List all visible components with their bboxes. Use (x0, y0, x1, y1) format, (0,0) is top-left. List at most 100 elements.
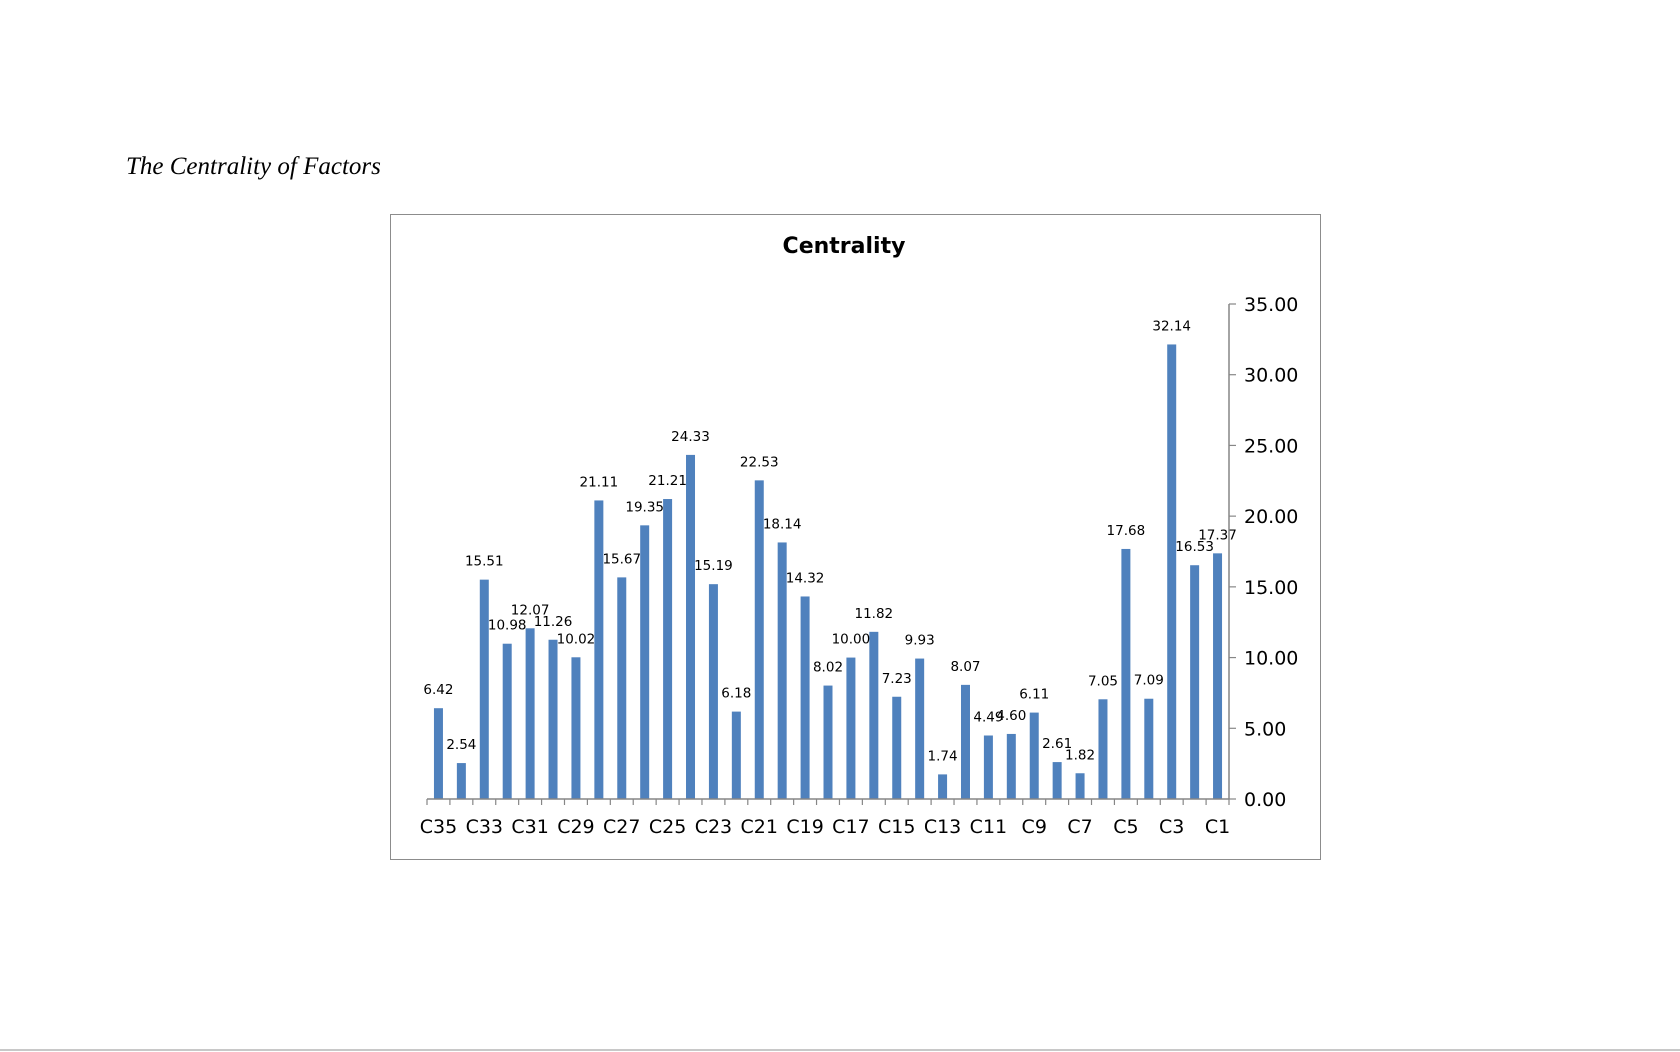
data-label-c3: 32.14 (1152, 318, 1191, 334)
data-label-c27: 15.67 (602, 551, 641, 567)
data-label-c7: 1.82 (1065, 747, 1095, 763)
data-label-c10: 4.60 (996, 708, 1026, 724)
data-label-c2: 16.53 (1175, 539, 1214, 555)
bar-c1 (1213, 553, 1223, 799)
bar-c23 (708, 584, 718, 799)
data-label-c32: 10.98 (488, 618, 527, 634)
bar-c16 (869, 631, 879, 799)
bar-c3 (1167, 344, 1177, 799)
y-tick-label: 10.00 (1244, 648, 1298, 670)
data-label-c14: 9.93 (905, 633, 935, 649)
chart-title: Centrality (783, 234, 906, 259)
bar-c28 (594, 500, 604, 799)
data-label-c30: 11.26 (534, 614, 573, 630)
x-tick-label-c23: C23 (695, 816, 732, 838)
bar-c13 (938, 774, 948, 799)
bar-c4 (1144, 698, 1154, 799)
data-label-c4: 7.09 (1134, 673, 1164, 689)
bar-c15 (892, 696, 902, 799)
data-label-c17: 10.00 (832, 632, 871, 648)
data-label-c34: 2.54 (446, 737, 476, 753)
bar-c33 (479, 579, 489, 799)
bars-layer (433, 344, 1223, 799)
data-label-c23: 15.19 (694, 558, 733, 574)
y-tick-label: 20.00 (1244, 506, 1298, 528)
x-tick-label-c35: C35 (420, 816, 457, 838)
data-label-c35: 6.42 (423, 682, 453, 698)
data-label-c25: 21.21 (648, 473, 687, 489)
data-label-c5: 17.68 (1107, 523, 1146, 539)
bar-c19 (800, 596, 810, 799)
x-tick-label-c31: C31 (511, 816, 548, 838)
bar-c21 (754, 480, 764, 799)
x-tick-label-c33: C33 (466, 816, 503, 838)
bar-c12 (960, 684, 970, 799)
chart-frame: Centrality 6.42 2.54 15.51 10.98 12.07 11.26 1… (390, 214, 1321, 860)
y-tick-label: 25.00 (1244, 435, 1298, 457)
y-tick-label: 5.00 (1244, 718, 1286, 740)
data-label-c9: 6.11 (1019, 687, 1049, 703)
data-label-c31: 12.07 (511, 602, 550, 618)
figure-caption: The Centrality of Factors (126, 153, 381, 180)
x-tick-label-c1: C1 (1205, 816, 1230, 838)
bar-c6 (1098, 699, 1108, 799)
data-label-c8: 2.61 (1042, 736, 1072, 752)
x-tick-label-c9: C9 (1022, 816, 1047, 838)
bar-c31 (525, 628, 535, 799)
x-tick-label-c21: C21 (741, 816, 778, 838)
bar-c8 (1052, 762, 1062, 799)
bar-c27 (617, 577, 627, 799)
page-bottom-divider (0, 1049, 1680, 1051)
bar-c7 (1075, 773, 1085, 799)
bar-c30 (548, 639, 558, 799)
data-label-c1: 17.37 (1198, 527, 1237, 543)
data-label-c22: 6.18 (721, 686, 751, 702)
data-label-c21: 22.53 (740, 454, 779, 470)
bar-c18 (823, 685, 833, 799)
bar-c22 (731, 711, 741, 799)
data-label-c33: 15.51 (465, 554, 504, 570)
data-label-c13: 1.74 (928, 748, 958, 764)
bar-c17 (846, 657, 856, 799)
data-label-c18: 8.02 (813, 660, 843, 676)
data-label-c16: 11.82 (855, 606, 894, 622)
y-tick-label: 35.00 (1244, 294, 1298, 316)
data-label-c28: 21.11 (580, 474, 619, 490)
bar-c11 (983, 735, 993, 799)
bar-c26 (640, 525, 650, 799)
x-tick-label-c19: C19 (786, 816, 823, 838)
bar-c25 (663, 499, 673, 799)
bar-c14 (915, 658, 925, 799)
bar-c5 (1121, 548, 1131, 799)
x-tick-label-c5: C5 (1113, 816, 1138, 838)
y-tick-label: 30.00 (1244, 365, 1298, 387)
data-label-c24: 24.33 (671, 429, 710, 445)
data-label-c15: 7.23 (882, 671, 912, 687)
x-tick-label-c29: C29 (557, 816, 594, 838)
bar-c34 (456, 763, 466, 799)
x-tick-label-c17: C17 (832, 816, 869, 838)
bar-c9 (1029, 712, 1039, 799)
data-label-c6: 7.05 (1088, 673, 1118, 689)
y-tick-label: 0.00 (1244, 789, 1286, 811)
data-label-c26: 19.35 (625, 499, 664, 515)
x-tick-label-c13: C13 (924, 816, 961, 838)
x-tick-label-c27: C27 (603, 816, 640, 838)
x-tick-label-c25: C25 (649, 816, 686, 838)
x-tick-label-c11: C11 (970, 816, 1007, 838)
x-tick-label-c15: C15 (878, 816, 915, 838)
bar-c35 (433, 708, 443, 799)
data-label-c11: 4.49 (973, 710, 1003, 726)
bar-c2 (1190, 565, 1200, 799)
data-label-c19: 14.32 (786, 570, 825, 586)
data-label-c20: 18.14 (763, 516, 802, 532)
y-tick-label: 15.00 (1244, 577, 1298, 599)
data-label-c29: 10.02 (557, 631, 596, 647)
axes-layer: C35 C33 C31 C29 C27 C25 C23 C21 C19 C17 C15 C13 C11 C… (420, 294, 1299, 838)
centrality-bar-chart: Centrality 6.422.5415.5110.9812.0711.261… (420, 234, 1299, 838)
x-tick-label-c7: C7 (1067, 816, 1092, 838)
bar-c20 (777, 542, 787, 799)
data-label-c12: 8.07 (950, 659, 980, 675)
bar-c24 (686, 454, 696, 799)
